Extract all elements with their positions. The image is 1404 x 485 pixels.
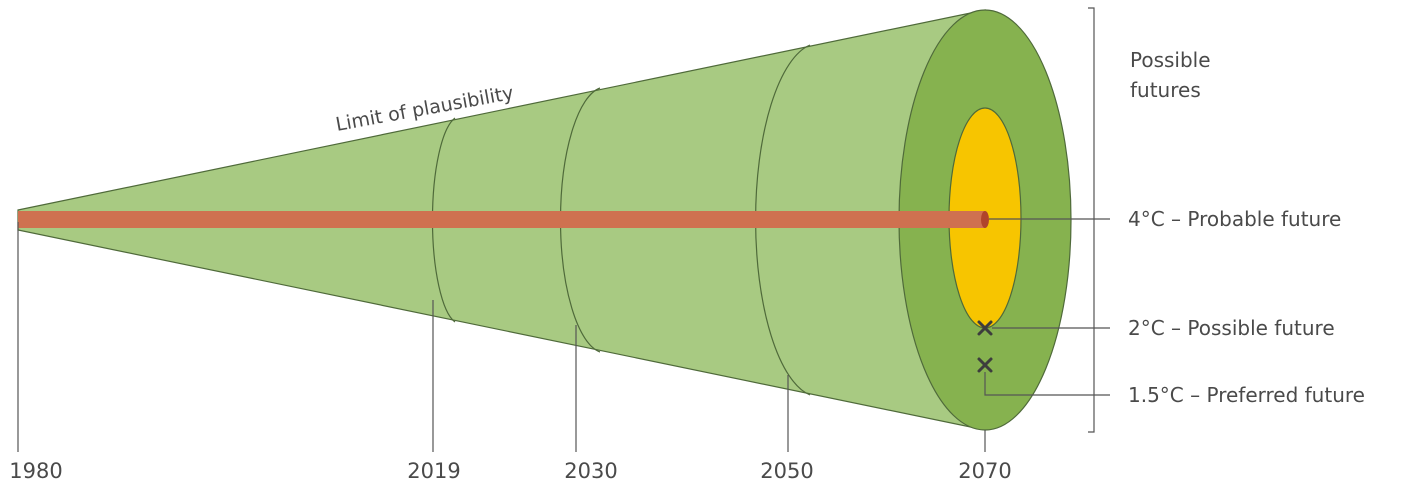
- year-label-2019: 2019: [407, 459, 460, 483]
- future-label-2c: 2°C – Possible future: [1128, 316, 1335, 340]
- trajectory-endpoint: [981, 211, 989, 228]
- possible-futures-line-1: Possible: [1130, 48, 1211, 72]
- possible-futures-line-2: futures: [1130, 78, 1201, 102]
- year-label-2070: 2070: [958, 459, 1011, 483]
- x-marker-2c: [977, 320, 993, 336]
- leader-preferred: [984, 372, 1110, 396]
- trajectory-bar: [18, 211, 985, 228]
- x-marker-1-5c: [977, 357, 993, 373]
- year-label-2050: 2050: [760, 459, 813, 483]
- possible-futures-bracket: [1088, 7, 1095, 433]
- year-label-2030: 2030: [564, 459, 617, 483]
- possible-futures-label: Possible futures: [1130, 48, 1217, 102]
- future-label-4c: 4°C – Probable future: [1128, 207, 1341, 231]
- year-label-1980: 1980: [9, 459, 62, 483]
- future-label-1-5c: 1.5°C – Preferred future: [1128, 383, 1365, 407]
